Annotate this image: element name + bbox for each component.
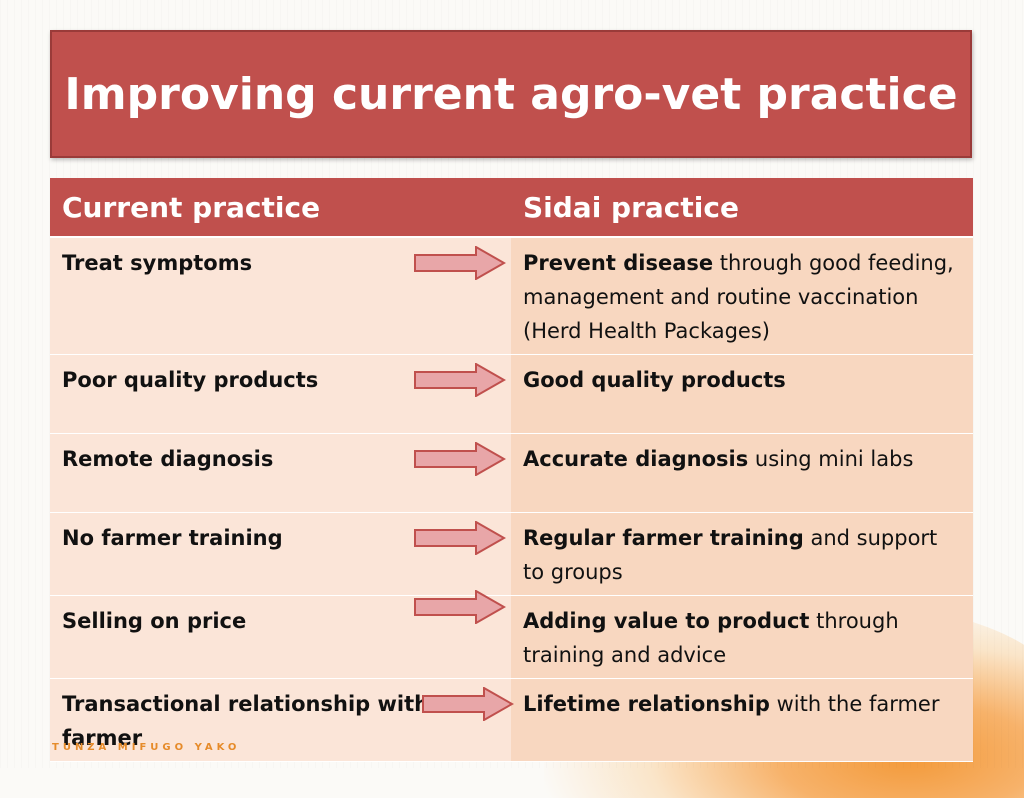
sidai-practice-cell: Lifetime relationship with the farmer xyxy=(511,678,973,762)
sidai-practice-cell: Adding value to product through training… xyxy=(511,595,973,679)
right-arrow-icon xyxy=(414,442,506,476)
sidai-practice-highlight: Lifetime relationship xyxy=(523,692,770,716)
right-arrow-icon xyxy=(414,363,506,397)
sidai-practice-text: using mini labs xyxy=(748,447,914,471)
current-practice-cell: Transactional relationship with farmer xyxy=(50,678,514,762)
right-arrow-icon xyxy=(414,246,506,280)
sidai-practice-cell: Good quality products xyxy=(511,354,973,434)
current-practice-cell: Remote diagnosis xyxy=(50,433,511,513)
sidai-practice-highlight: Regular farmer training xyxy=(523,526,804,550)
footer-brand: TUNZA MIFUGO YAKO xyxy=(52,742,241,753)
table-row: Poor quality products Good quality produ… xyxy=(50,354,973,434)
current-practice-text: No farmer training xyxy=(62,526,283,550)
sidai-practice-text: with the farmer xyxy=(769,692,940,716)
slide-title: Improving current agro-vet practice xyxy=(64,68,958,120)
sidai-practice-highlight: Accurate diagnosis xyxy=(523,447,749,471)
right-arrow-icon xyxy=(422,687,514,721)
current-practice-text: Poor quality products xyxy=(62,368,319,392)
current-practice-text: Treat symptoms xyxy=(62,251,253,275)
right-arrow-icon xyxy=(414,590,506,624)
sidai-practice-text: through training and advice xyxy=(523,609,899,667)
sidai-practice-text: and support to groups xyxy=(523,526,938,584)
current-practice-text: Remote diagnosis xyxy=(62,447,274,471)
table-row: Transactional relationship with farmer L… xyxy=(50,678,973,762)
current-practice-text: Transactional relationship with farmer xyxy=(62,692,430,750)
comparison-table: Current practice Sidai practice Treat sy… xyxy=(50,178,973,762)
header-sidai-practice: Sidai practice xyxy=(511,178,973,238)
header-current-practice: Current practice xyxy=(50,178,511,238)
table-row: Remote diagnosis Accurate diagnosis usin… xyxy=(50,433,973,513)
sidai-practice-highlight: Good quality products xyxy=(523,368,786,392)
current-practice-cell: No farmer training xyxy=(50,512,511,596)
table-row: No farmer training Regular farmer traini… xyxy=(50,512,973,596)
table-header-row: Current practice Sidai practice xyxy=(50,178,973,238)
sidai-practice-text: through good feeding, management and rou… xyxy=(523,251,954,343)
right-arrow-icon xyxy=(414,521,506,555)
current-practice-cell: Treat symptoms xyxy=(50,237,511,355)
sidai-practice-cell: Prevent disease through good feeding, ma… xyxy=(511,237,973,355)
sidai-practice-highlight: Prevent disease xyxy=(523,251,714,275)
current-practice-cell: Selling on price xyxy=(50,590,511,679)
sidai-practice-cell: Accurate diagnosis using mini labs xyxy=(511,433,973,513)
current-practice-cell: Poor quality products xyxy=(50,354,511,434)
sidai-practice-cell: Regular farmer training and support to g… xyxy=(511,512,973,596)
current-practice-text: Selling on price xyxy=(62,609,247,633)
sidai-practice-highlight: Adding value to product xyxy=(523,609,810,633)
table-row: Treat symptoms Prevent disease through g… xyxy=(50,237,973,355)
title-banner: Improving current agro-vet practice xyxy=(50,30,972,158)
table-row: Selling on price Adding value to product… xyxy=(50,590,973,679)
